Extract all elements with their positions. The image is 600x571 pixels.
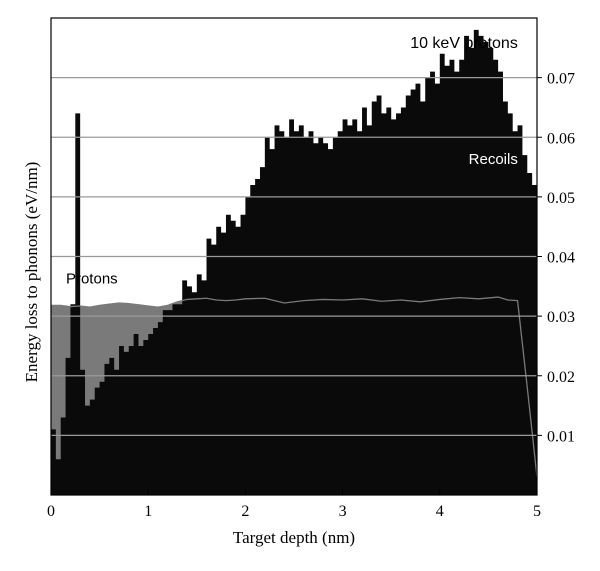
plot-area [51,29,538,496]
series-area-recoils [51,29,537,496]
x-tick-label-0: 0 [47,503,55,520]
x-tick-label-4: 4 [436,503,444,520]
y-tick-label-1: 0.02 [547,369,575,386]
x-tick-label-3: 3 [339,503,347,520]
y-tick-label-4: 0.05 [547,190,575,207]
chart-annotation: 10 keV protons [410,35,518,52]
y-tick-label-5: 0.06 [547,130,575,147]
x-tick-label-5: 5 [533,503,541,520]
x-tick-label-2: 2 [241,503,249,520]
y-tick-label-3: 0.04 [547,250,575,267]
x-tick-label-1: 1 [144,503,152,520]
series-label-protons: Protons [66,270,118,287]
gridlines [51,77,537,436]
x-axis-label: Target depth (nm) [233,528,355,547]
series-line-protons [51,296,538,478]
series-label-recoils: Recoils [469,151,518,168]
y-tick-label-0: 0.01 [547,428,575,445]
y-axis-label: Energy loss to phonons (eV/nm) [22,162,41,383]
y-tick-label-2: 0.03 [547,309,575,326]
y-tick-label-6: 0.07 [547,71,575,88]
ticks: 0.01 0.02 0.03 0.04 0.05 0.06 0.07 0 1 2 3 4 5 [47,71,575,520]
